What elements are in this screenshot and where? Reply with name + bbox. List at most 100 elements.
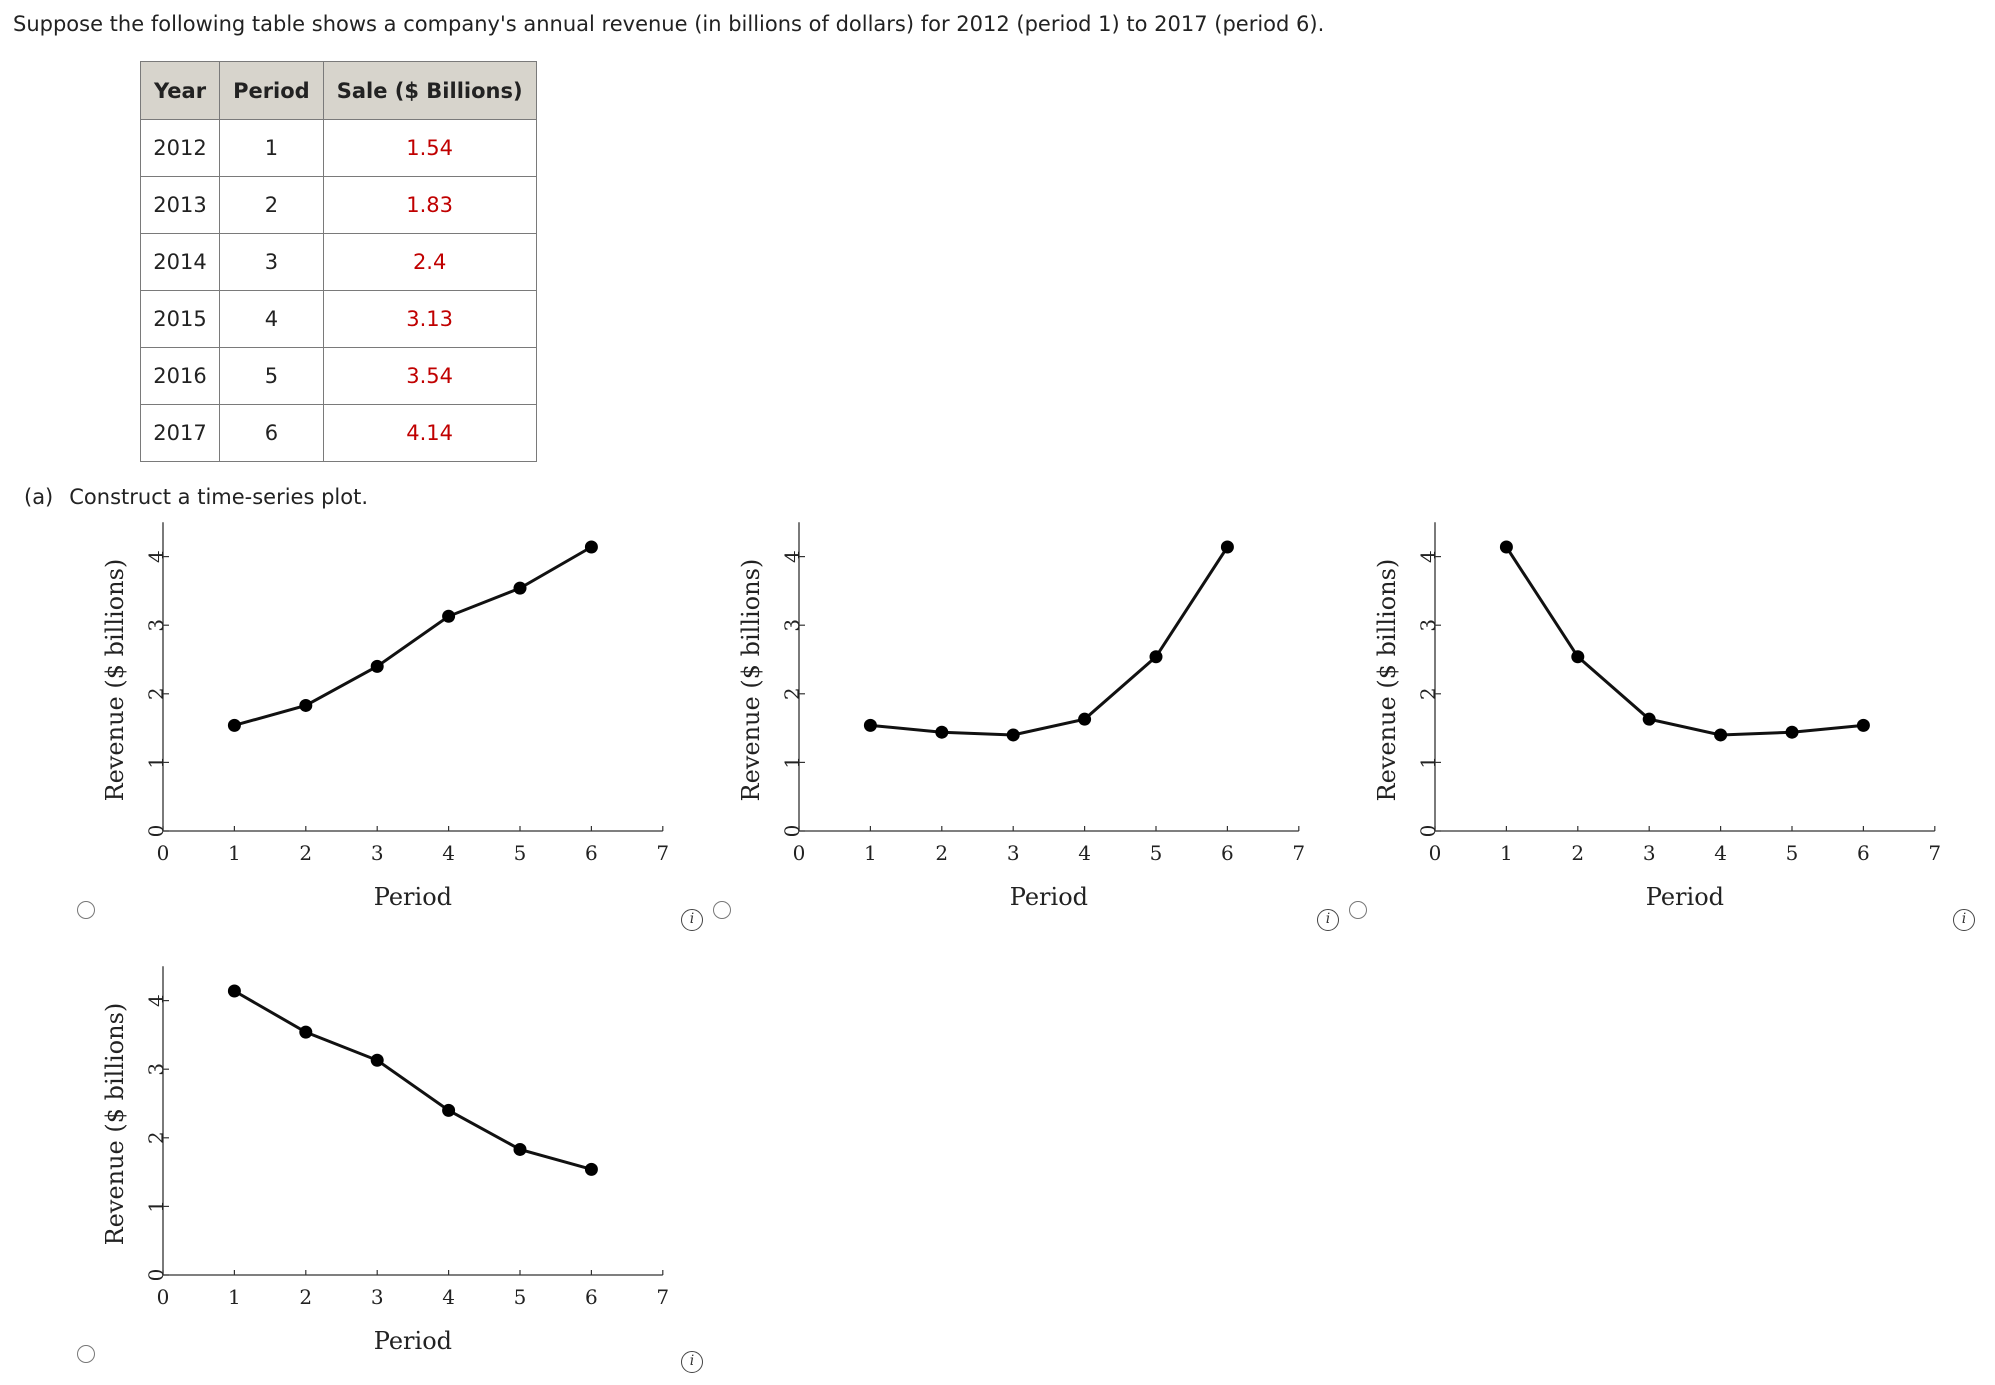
option-b-radio[interactable] [713,901,731,919]
option-c-info-icon[interactable]: i [1953,909,1975,931]
header-period: Period [219,61,324,120]
table-row: 2015 4 3.13 [139,290,537,348]
y-tick-label: 0 [144,1269,168,1282]
cell-sale: 1.83 [322,176,537,234]
x-tick-label: 1 [864,841,877,865]
part-a-label: (a) [24,485,54,509]
table-row: 2017 6 4.14 [139,404,537,462]
data-point [935,725,949,739]
revenue-table: Year Period Sale ($ Billions) 2012 1 1.5… [139,61,537,462]
cell-sale: 3.13 [322,290,537,348]
x-tick-label: 0 [157,841,170,865]
data-point [1499,540,1513,554]
x-tick-label: 2 [1571,841,1584,865]
x-axis-title: Period [374,883,452,911]
cell-period: 5 [219,347,324,405]
x-tick-label: 6 [585,841,598,865]
data-point [442,609,456,623]
cell-sale: 2.4 [322,233,537,291]
x-tick-label: 6 [1857,841,1870,865]
x-tick-label: 7 [1928,841,1941,865]
y-tick-label: 3 [1416,619,1440,632]
data-point [299,698,313,712]
data-point [1149,650,1163,664]
part-a-prompt: (a) Construct a time-series plot. [24,485,368,509]
x-axis-title: Period [1010,883,1088,911]
x-axis-title: Period [374,1327,452,1355]
x-tick-label: 0 [1429,841,1442,865]
x-tick-label: 4 [1714,841,1727,865]
x-tick-label: 7 [656,1285,669,1309]
option-a-radio[interactable] [77,901,95,919]
data-point [1078,712,1092,726]
data-point [1856,718,1870,732]
x-tick-label: 2 [299,1285,312,1309]
x-tick-label: 0 [157,1285,170,1309]
y-tick-label: 1 [144,756,168,769]
y-axis-title: Revenue ($ billions) [101,1003,129,1246]
data-point [442,1103,456,1117]
y-tick-label: 2 [144,1131,168,1144]
y-axis-title: Revenue ($ billions) [101,559,129,802]
y-tick-label: 4 [144,994,168,1007]
cell-sale: 4.14 [322,404,537,462]
y-tick-label: 0 [780,825,804,838]
y-tick-label: 2 [780,687,804,700]
data-point [227,984,241,998]
data-point [513,581,527,595]
y-tick-label: 2 [144,687,168,700]
data-point [1785,725,1799,739]
option-d-radio[interactable] [77,1345,95,1363]
data-point [370,1053,384,1067]
y-tick-label: 1 [1416,756,1440,769]
x-tick-label: 6 [585,1285,598,1309]
data-point [370,659,384,673]
cell-period: 6 [219,404,324,462]
series-line [233,989,592,1171]
x-tick-label: 4 [1078,841,1091,865]
cell-year: 2013 [139,176,221,234]
cell-period: 2 [219,176,324,234]
header-sale: Sale ($ Billions) [322,61,537,120]
x-tick-label: 5 [514,841,527,865]
x-tick-label: 6 [1221,841,1234,865]
x-tick-label: 2 [299,841,312,865]
option-b-info-icon[interactable]: i [1317,909,1339,931]
x-tick-label: 2 [935,841,948,865]
y-tick-label: 4 [1416,550,1440,563]
x-tick-label: 1 [228,841,241,865]
table-row: 2016 5 3.54 [139,347,537,405]
data-point [1571,650,1585,664]
table-row: 2013 2 1.83 [139,176,537,234]
x-tick-label: 0 [793,841,806,865]
data-point [584,1162,598,1176]
y-tick-label: 0 [1416,825,1440,838]
data-point [1642,712,1656,726]
y-tick-label: 0 [144,825,168,838]
x-tick-label: 3 [1643,841,1656,865]
x-tick-label: 4 [442,1285,455,1309]
x-tick-label: 1 [1500,841,1513,865]
option-d-info-icon[interactable]: i [681,1351,703,1373]
series-line [870,546,1229,737]
y-tick-label: 1 [780,756,804,769]
header-year: Year [139,61,221,120]
cell-year: 2015 [139,290,221,348]
data-point [584,540,598,554]
cell-period: 1 [219,119,324,177]
data-point [1006,728,1020,742]
cell-period: 4 [219,290,324,348]
x-tick-label: 3 [371,1285,384,1309]
option-a-info-icon[interactable]: i [681,909,703,931]
cell-sale: 3.54 [322,347,537,405]
x-tick-label: 7 [1292,841,1305,865]
y-tick-label: 4 [780,550,804,563]
x-tick-label: 5 [1150,841,1163,865]
y-tick-label: 1 [144,1200,168,1213]
series-line [1505,546,1864,737]
x-tick-label: 5 [514,1285,527,1309]
option-c-radio[interactable] [1349,901,1367,919]
